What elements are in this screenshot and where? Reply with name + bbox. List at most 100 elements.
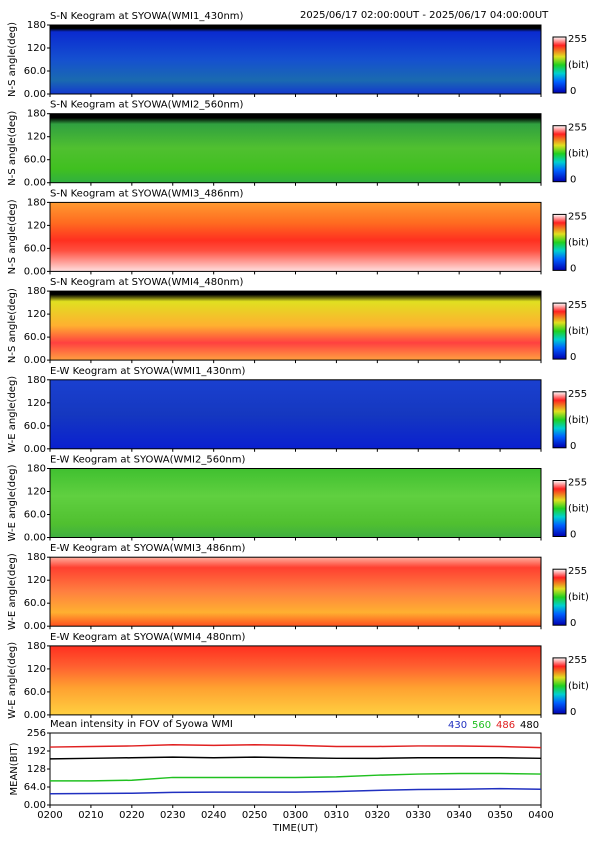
x-tick-label: 0250 [242, 810, 267, 821]
colorbar-unit: (bit) [568, 415, 589, 426]
y-axis-label: W-E angle(deg) [7, 553, 18, 630]
series-line [49, 744, 542, 749]
colorbar [552, 391, 567, 449]
y-axis-label: W-E angle(deg) [7, 464, 18, 541]
series-line [49, 756, 542, 760]
y-tick-label: 60.0 [24, 510, 46, 521]
y-tick-label: 120 [27, 220, 46, 231]
y-tick-label: 60.0 [24, 243, 46, 254]
y-tick-label: 192 [27, 746, 46, 757]
y-tick-label: 120 [27, 398, 46, 409]
y-tick-label: 120 [27, 575, 46, 586]
y-tick-label: 120 [27, 309, 46, 320]
y-tick-label: 0.00 [24, 178, 46, 189]
y-tick-label: 180 [27, 375, 46, 386]
colorbar-tick-label: 0 [570, 707, 576, 718]
colorbar-unit: (bit) [568, 504, 589, 515]
legend-label: 486 [496, 720, 515, 731]
y-tick-label: 0.00 [24, 621, 46, 632]
colorbar-tick-label: 0 [570, 352, 576, 363]
colorbar-unit: (bit) [568, 149, 589, 160]
y-tick-label: 256 [27, 728, 46, 739]
x-tick-label: 0220 [119, 810, 144, 821]
x-tick-label: 0240 [201, 810, 226, 821]
keogram-image [49, 468, 542, 538]
y-tick-label: 180 [27, 20, 46, 31]
panel-title: S-N Keogram at SYOWA(WMI3_486nm) [50, 188, 244, 199]
legend-label: 430 [448, 720, 467, 731]
colorbar [552, 213, 567, 271]
chart-title: Mean intensity in FOV of Syowa WMI [50, 719, 233, 730]
colorbar-unit: (bit) [568, 326, 589, 337]
colorbar-unit: (bit) [568, 592, 589, 603]
y-tick-label: 0.00 [24, 266, 46, 277]
colorbar-tick-label: 0 [570, 263, 576, 274]
y-axis-label: N-S angle(deg) [7, 22, 18, 97]
colorbar-tick-label: 0 [570, 175, 576, 186]
series-line [49, 787, 542, 795]
y-tick-label: 60.0 [24, 421, 46, 432]
x-tick-label: 0210 [78, 810, 103, 821]
panel-title: E-W Keogram at SYOWA(WMI3_486nm) [50, 543, 246, 554]
legend-label: 560 [472, 720, 491, 731]
y-tick-label: 180 [27, 197, 46, 208]
x-axis-label: TIME(UT) [272, 823, 318, 834]
y-tick-label: 60.0 [24, 332, 46, 343]
y-tick-label: 128 [27, 764, 46, 775]
colorbar-tick-label: 255 [568, 478, 587, 489]
panel-title: E-W Keogram at SYOWA(WMI2_560nm) [50, 455, 246, 466]
plot-frame [49, 732, 542, 806]
x-tick-label: 0320 [365, 810, 390, 821]
colorbar-tick-label: 0 [570, 618, 576, 629]
y-tick-label: 120 [27, 487, 46, 498]
colorbar-tick-label: 255 [568, 34, 587, 45]
x-tick-label: 0330 [406, 810, 431, 821]
x-tick-label: 0350 [487, 810, 512, 821]
colorbar-tick-label: 255 [568, 211, 587, 222]
y-axis-label: N-S angle(deg) [7, 111, 18, 186]
y-tick-label: 180 [27, 552, 46, 563]
keogram-image [49, 201, 542, 272]
panel-title: E-W Keogram at SYOWA(WMI4_480nm) [50, 632, 246, 643]
panel-title: S-N Keogram at SYOWA(WMI1_430nm) [50, 11, 244, 22]
keogram-image [49, 290, 542, 361]
colorbar [552, 657, 567, 715]
x-tick-label: 0400 [528, 810, 553, 821]
colorbar-unit: (bit) [568, 60, 589, 71]
colorbar-tick-label: 255 [568, 123, 587, 134]
x-tick-label: 0200 [37, 810, 62, 821]
y-tick-label: 180 [27, 464, 46, 475]
y-tick-label: 0.00 [24, 355, 46, 366]
series-line [50, 772, 542, 782]
y-tick-label: 0.00 [24, 710, 46, 721]
panel-title: S-N Keogram at SYOWA(WMI4_480nm) [50, 277, 244, 288]
colorbar [552, 125, 567, 183]
y-tick-label: 60.0 [24, 687, 46, 698]
legend-label: 480 [520, 720, 539, 731]
y-axis-label: W-E angle(deg) [7, 376, 18, 453]
colorbar-tick-label: 255 [568, 300, 587, 311]
y-axis-label: N-S angle(deg) [7, 288, 18, 363]
y-tick-label: 0.00 [24, 444, 46, 455]
x-tick-label: 0300 [283, 810, 308, 821]
y-axis-label: W-E angle(deg) [7, 642, 18, 719]
y-tick-label: 0.00 [24, 89, 46, 100]
keogram-image [49, 113, 542, 184]
y-tick-label: 0.00 [24, 800, 46, 811]
colorbar-tick-label: 255 [568, 566, 587, 577]
x-tick-label: 0230 [160, 810, 185, 821]
colorbar [552, 36, 567, 94]
y-tick-label: 180 [27, 286, 46, 297]
colorbar-unit: (bit) [568, 237, 589, 248]
y-tick-label: 60.0 [24, 598, 46, 609]
x-tick-label: 0340 [446, 810, 471, 821]
y-tick-label: 180 [27, 109, 46, 120]
colorbar [552, 480, 567, 537]
y-tick-label: 60.0 [24, 66, 46, 77]
keogram-image [49, 645, 542, 716]
y-axis-label: N-S angle(deg) [7, 199, 18, 274]
panel-title: S-N Keogram at SYOWA(WMI2_560nm) [50, 100, 244, 111]
colorbar-unit: (bit) [568, 681, 589, 692]
keogram-image [49, 379, 542, 450]
